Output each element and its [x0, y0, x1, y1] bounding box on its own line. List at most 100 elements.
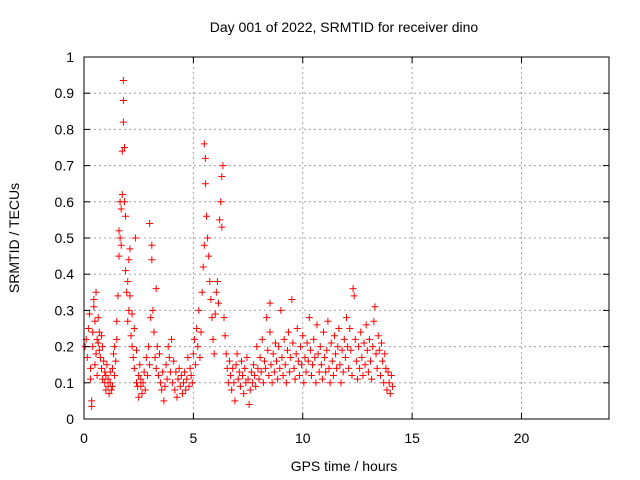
- data-point: [360, 339, 368, 347]
- data-point: [92, 288, 100, 296]
- data-point: [361, 361, 369, 369]
- data-point: [131, 234, 139, 242]
- data-point: [95, 328, 103, 336]
- data-point: [115, 227, 123, 235]
- data-point: [173, 393, 181, 401]
- data-point: [343, 314, 350, 322]
- data-point: [369, 343, 377, 351]
- data-point: [159, 368, 167, 376]
- data-point: [200, 241, 208, 249]
- data-point: [324, 317, 332, 325]
- data-point: [199, 263, 207, 271]
- data-point: [362, 321, 370, 329]
- data-point: [187, 372, 195, 380]
- data-point: [317, 361, 325, 369]
- data-point: [126, 292, 134, 300]
- data-point: [130, 325, 138, 332]
- data-point: [124, 317, 132, 325]
- data-point: [305, 314, 313, 322]
- data-point: [269, 350, 277, 358]
- data-point: [386, 390, 394, 398]
- data-point: [135, 393, 143, 401]
- data-point: [103, 361, 111, 369]
- data-point: [161, 382, 169, 390]
- data-point: [150, 328, 158, 336]
- data-point: [98, 364, 105, 372]
- data-point: [374, 332, 382, 340]
- data-point: [243, 353, 251, 361]
- data-point: [278, 353, 286, 361]
- data-point: [351, 335, 359, 343]
- data-point: [256, 353, 264, 361]
- data-point: [337, 379, 345, 387]
- data-point: [240, 390, 248, 398]
- data-point: [96, 353, 104, 361]
- data-point: [302, 368, 310, 376]
- data-point: [91, 317, 99, 325]
- data-point: [295, 372, 303, 380]
- data-point: [83, 353, 91, 361]
- data-point: [169, 379, 177, 387]
- data-point: [218, 172, 226, 180]
- y-axis-label: SRMTID / TECUs: [6, 183, 22, 293]
- data-point: [135, 372, 143, 380]
- data-point: [216, 216, 224, 224]
- data-point: [370, 317, 378, 325]
- data-point: [339, 368, 347, 376]
- data-point: [227, 372, 235, 380]
- data-point: [371, 303, 379, 311]
- data-point: [285, 328, 293, 336]
- data-point: [119, 77, 127, 85]
- data-point: [387, 372, 395, 380]
- data-point: [327, 339, 335, 347]
- data-point: [379, 357, 387, 365]
- data-point: [92, 350, 100, 358]
- data-point: [192, 361, 200, 369]
- data-point: [119, 96, 127, 104]
- y-tick-label: 0.4: [55, 266, 75, 282]
- data-point: [201, 154, 209, 162]
- data-point: [344, 343, 352, 351]
- data-point: [373, 364, 381, 372]
- data-point: [357, 328, 365, 336]
- data-point: [309, 361, 317, 369]
- data-point: [263, 314, 271, 322]
- data-point: [326, 379, 334, 387]
- data-point: [128, 310, 136, 318]
- data-point: [368, 375, 376, 383]
- data-point: [197, 328, 205, 336]
- data-point: [136, 361, 144, 369]
- data-point: [195, 306, 203, 314]
- data-point: [358, 353, 366, 361]
- data-point: [236, 382, 244, 390]
- data-point: [340, 335, 348, 343]
- data-point: [183, 375, 191, 383]
- data-point: [252, 382, 260, 390]
- data-point: [257, 368, 265, 376]
- data-point: [238, 357, 245, 365]
- data-point: [297, 343, 305, 351]
- data-point: [372, 350, 380, 358]
- data-point: [356, 364, 364, 372]
- data-point: [287, 353, 295, 361]
- data-point: [160, 397, 168, 405]
- data-point: [155, 350, 163, 358]
- data-point: [88, 402, 96, 410]
- data-point: [318, 375, 326, 383]
- data-point: [363, 346, 371, 354]
- data-point: [207, 296, 215, 304]
- data-point: [359, 372, 367, 380]
- data-point: [299, 332, 307, 340]
- data-point: [198, 288, 206, 296]
- data-point: [323, 346, 331, 354]
- data-point: [184, 353, 192, 361]
- data-point: [128, 343, 136, 351]
- data-point: [315, 368, 323, 376]
- data-point: [163, 375, 171, 383]
- data-point: [211, 310, 219, 318]
- data-point: [113, 335, 121, 343]
- data-point: [244, 375, 252, 383]
- data-point: [100, 357, 108, 365]
- data-point: [314, 350, 322, 358]
